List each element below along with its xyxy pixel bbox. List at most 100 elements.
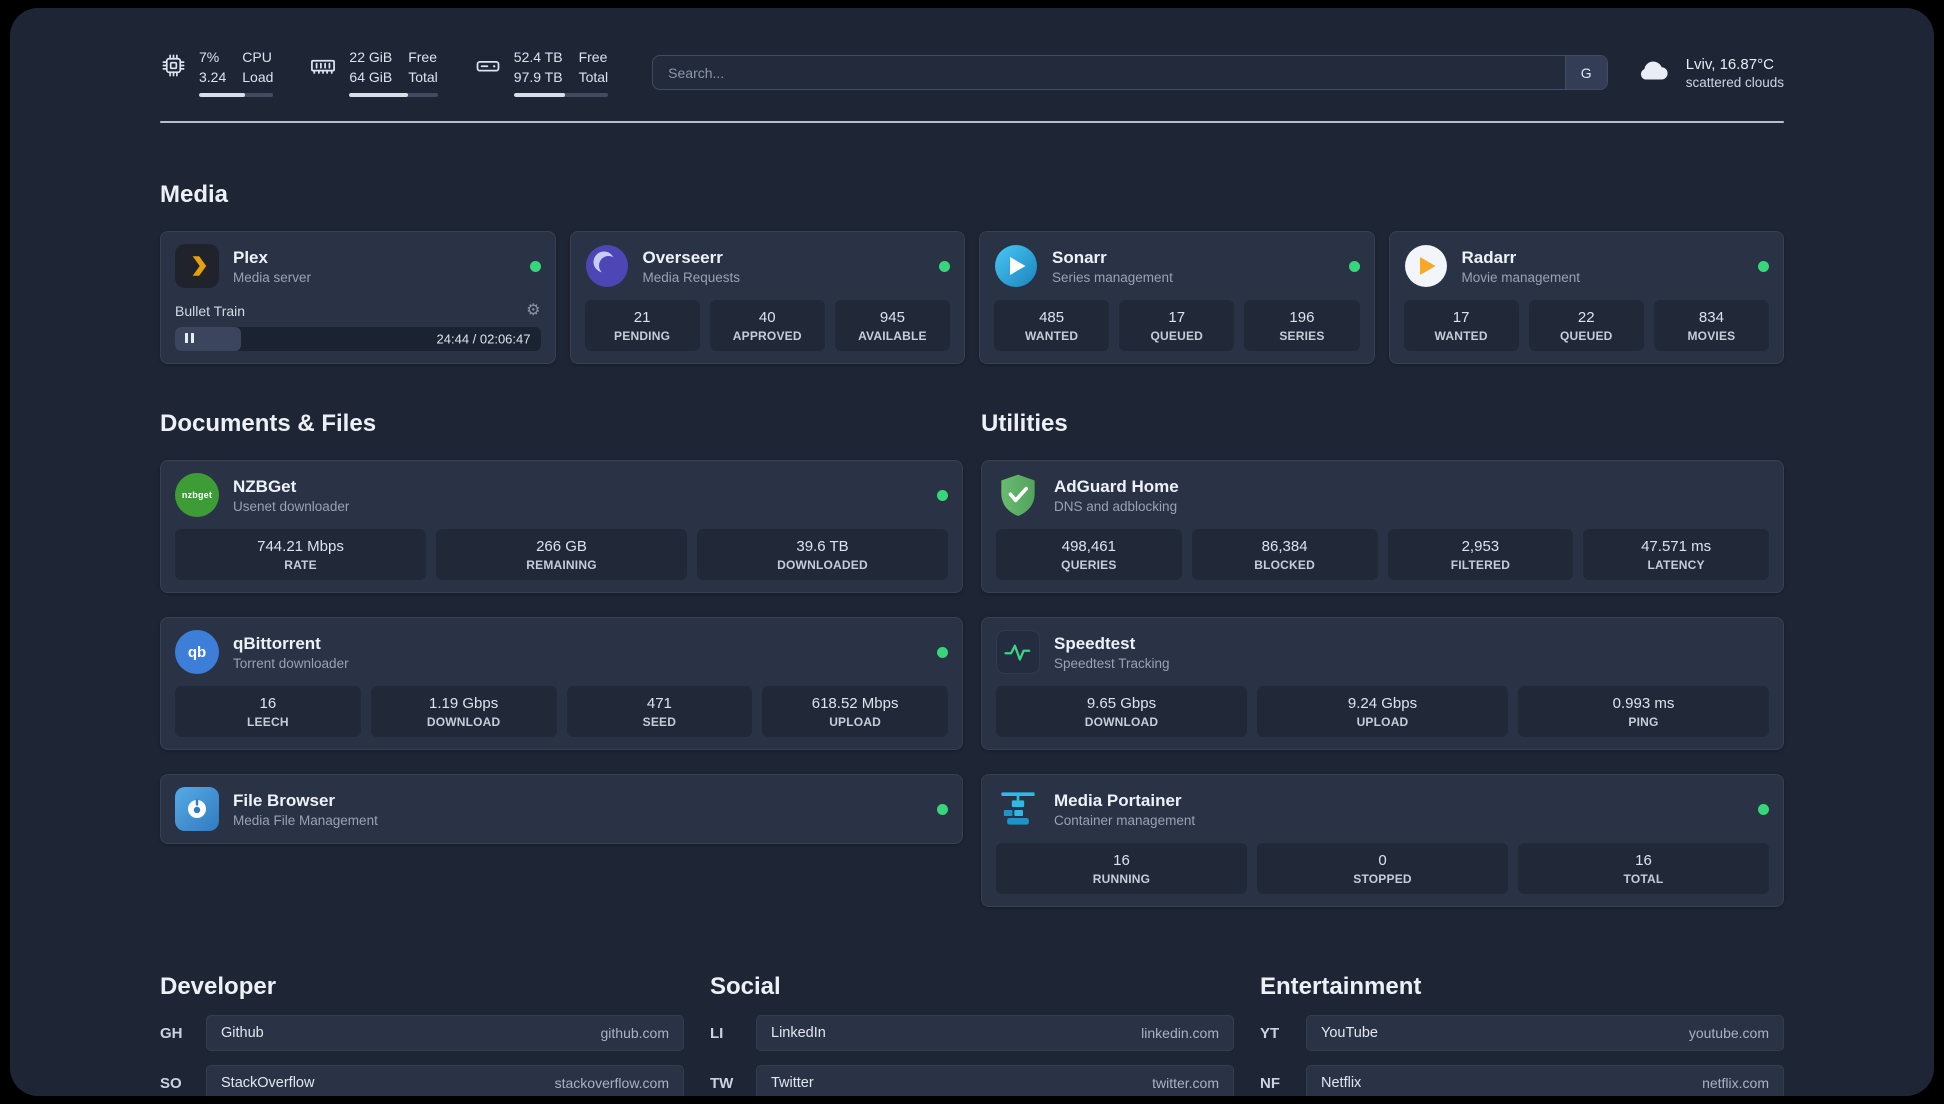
disk-total: 97.9 TB [513,69,563,86]
stat-label: LEECH [247,715,289,730]
app-radarr[interactable]: Radarr Movie management [1404,244,1769,288]
link-netflix[interactable]: Netflix netflix.com [1306,1065,1784,1096]
status-dot [1758,803,1769,815]
stat-tile: 16 LEECH [175,686,361,738]
stat-tile: 196 SERIES [1244,300,1360,352]
portainer-icon [996,787,1040,831]
stat-label: REMAINING [526,558,597,573]
stat-tile: 9.24 Gbps UPLOAD [1257,686,1508,738]
app-overseerr[interactable]: Overseerr Media Requests [585,244,950,288]
stat-tile: 40 APPROVED [709,300,825,352]
app-subtitle: Movie management [1461,269,1581,285]
cpu-label-top: CPU [242,49,272,65]
card-adguard: AdGuard Home DNS and adblocking 498,461 … [981,460,1784,594]
link-stackoverflow[interactable]: StackOverflow stackoverflow.com [206,1065,684,1096]
link-row: SO StackOverflow stackoverflow.com [160,1065,684,1096]
app-subtitle: Media Requests [642,269,741,285]
app-name: Radarr [1461,247,1517,267]
stat-tile: 47.571 ms LATENCY [1583,529,1769,581]
link-twitter[interactable]: Twitter twitter.com [756,1065,1234,1096]
app-plex[interactable]: Plex Media server [175,244,541,289]
ram-free: 22 GiB [349,49,393,65]
stat-label: SERIES [1279,329,1325,344]
status-dot [939,260,950,272]
status-dot [937,489,948,501]
app-nzbget[interactable]: nzbget NZBGet Usenet downloader [175,473,948,518]
app-subtitle: Container management [1054,812,1196,828]
stat-label: BLOCKED [1254,558,1315,573]
stat-tile: 16 RUNNING [996,843,1247,895]
card-radarr: Radarr Movie management 17 WANTED 22 QUE… [1388,231,1784,365]
cpu-icon [160,52,187,84]
plex-icon [175,244,219,289]
link-github[interactable]: Github github.com [206,1015,684,1052]
ram-metric: 22 GiB 64 GiB Free Total [309,48,438,98]
stat-label: MOVIES [1687,329,1736,344]
search-bar: G [652,55,1608,91]
filebrowser-icon [175,787,219,832]
stat-label: APPROVED [732,329,802,344]
section-title-media: Media [160,181,229,209]
stat-tile: 945 AVAILABLE [834,300,951,352]
pause-icon[interactable] [185,330,197,348]
stat-label: WANTED [1024,329,1079,344]
stat-value: 17 [1168,309,1186,327]
disk-usage-bar [513,93,609,98]
section-social: Social LI LinkedIn linkedin.com TW Twitt… [710,973,1234,1096]
stat-value: 834 [1698,309,1724,327]
link-linkedin[interactable]: LinkedIn linkedin.com [756,1015,1234,1052]
track-title: Bullet Train [175,303,246,320]
app-name: Plex [233,247,268,267]
stat-value: 22 [1577,309,1595,327]
stat-tile: 471 SEED [566,686,753,738]
stat-value: 21 [633,309,651,327]
cpu-usage-bar [199,93,274,98]
stat-label: DOWNLOAD [1084,715,1159,730]
stat-label: SEED [642,715,677,730]
section-developer: Developer GH Github github.com SO StackO… [160,973,684,1096]
search-input[interactable] [653,56,1565,90]
overseerr-icon [585,244,629,288]
stat-label: STOPPED [1353,872,1412,887]
stat-value: 498,461 [1061,538,1116,556]
status-dot [937,646,948,658]
radarr-icon [1404,244,1448,288]
stat-label: QUERIES [1061,558,1117,573]
app-portainer[interactable]: Media Portainer Container management [996,787,1769,831]
app-name: qBittorrent [233,633,321,653]
stat-label: LATENCY [1647,558,1705,573]
app-name: Overseerr [642,247,723,267]
ram-label-bottom: Total [408,69,438,86]
app-filebrowser[interactable]: File Browser Media File Management [175,787,948,832]
app-subtitle: Media File Management [233,812,378,828]
app-name: AdGuard Home [1054,476,1179,496]
app-speedtest[interactable]: Speedtest Speedtest Tracking [996,630,1769,675]
stat-label: UPLOAD [1356,715,1409,730]
gear-icon[interactable]: ⚙ [526,302,541,320]
search-engine-button[interactable]: G [1564,56,1607,90]
cpu-metric: 7% 3.24 CPU Load [160,48,274,98]
stat-value: 16 [1635,852,1652,870]
app-qbittorrent[interactable]: qb qBittorrent Torrent downloader [175,630,948,675]
stat-value: 471 [646,695,672,713]
playback-progress-bar[interactable]: 24:44 / 02:06:47 [175,327,541,352]
link-youtube[interactable]: YouTube youtube.com [1306,1015,1784,1052]
link-abbr: TW [710,1074,734,1092]
stat-tile: 2,953 FILTERED [1387,529,1574,581]
section-title-developer: Developer [160,973,277,1001]
app-sonarr[interactable]: Sonarr Series management [994,244,1360,288]
stat-value: 16 [1113,852,1130,870]
stat-value: 744.21 Mbps [257,538,344,556]
stat-label: DOWNLOAD [426,715,501,730]
app-adguard[interactable]: AdGuard Home DNS and adblocking [996,473,1769,517]
stat-value: 39.6 TB [796,538,849,556]
dashboard: 7% 3.24 CPU Load [10,8,1934,1096]
speedtest-icon [996,630,1040,675]
cpu-load-value: 3.24 [199,69,227,86]
link-abbr: YT [1260,1024,1280,1042]
stat-value: 485 [1039,309,1065,327]
top-bar: 7% 3.24 CPU Load [160,48,1784,98]
section-title-social: Social [710,973,781,1001]
weather-widget[interactable]: Lviv, 16.87°C scattered clouds [1636,56,1784,90]
weather-location: Lviv, 16.87°C [1685,55,1774,73]
